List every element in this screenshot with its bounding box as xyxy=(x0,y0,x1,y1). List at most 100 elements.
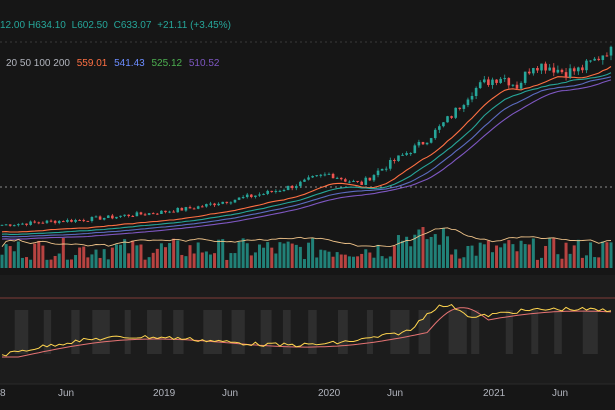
volume-bar xyxy=(249,255,253,268)
volume-bar xyxy=(302,259,306,268)
volume-bar xyxy=(388,256,392,268)
volume-bar xyxy=(462,257,466,268)
candle-body xyxy=(368,177,372,181)
volume-bar xyxy=(53,255,57,268)
candle-body xyxy=(135,212,139,217)
volume-bar xyxy=(241,238,245,268)
candle-body xyxy=(458,107,462,109)
volume-bar xyxy=(535,259,539,268)
candle-body xyxy=(303,179,306,182)
high-label: H xyxy=(28,20,36,31)
candle-body xyxy=(233,199,237,203)
volume-bar xyxy=(593,257,597,268)
volume-bar xyxy=(257,244,261,268)
x-axis-label: Jun xyxy=(552,388,569,399)
candle-body xyxy=(74,219,77,222)
candle-body xyxy=(78,219,81,221)
oscillator-band xyxy=(147,310,162,354)
candle-body xyxy=(380,168,384,171)
volume-bar xyxy=(69,259,73,268)
volume-bar xyxy=(519,240,523,268)
volume-bar xyxy=(307,242,311,268)
volume-bar xyxy=(57,253,61,268)
candle-body xyxy=(311,176,314,178)
volume-bar xyxy=(233,253,237,268)
volume-bar xyxy=(253,252,257,268)
candle-body xyxy=(21,223,24,225)
ma200-value: 510.52 xyxy=(188,58,220,69)
candle-body xyxy=(348,181,351,183)
candle-body xyxy=(8,224,12,226)
volume-bar xyxy=(433,234,437,268)
volume-bar xyxy=(347,256,351,268)
volume-bar xyxy=(119,244,123,268)
volume-bars xyxy=(0,227,613,268)
volume-bar xyxy=(576,239,580,268)
volume-bar xyxy=(90,254,94,268)
candle-body xyxy=(98,216,102,220)
candle-body xyxy=(515,84,519,89)
volume-bar xyxy=(584,255,588,268)
candle-body xyxy=(4,224,8,226)
candle-body xyxy=(200,206,204,208)
candle-body xyxy=(270,190,274,192)
volume-bar xyxy=(25,257,29,268)
volume-bar xyxy=(339,254,343,268)
candle-body xyxy=(409,153,413,155)
volume-bar xyxy=(376,244,380,268)
candle-body xyxy=(532,68,535,74)
volume-bar xyxy=(360,253,364,268)
volume-bar xyxy=(131,240,135,268)
candle-body xyxy=(53,220,57,223)
candle-body xyxy=(25,223,28,225)
candle-body xyxy=(49,220,53,222)
volume-bar xyxy=(589,242,593,268)
moving-average-legend: 20 50 100 200 559.01 541.43 525.12 510.5… xyxy=(6,58,223,69)
volume-bar xyxy=(213,253,217,268)
oscillator-bands xyxy=(14,310,598,354)
oscillator-band xyxy=(448,310,467,354)
volume-bar xyxy=(470,245,474,268)
ma20-value: 559.01 xyxy=(76,58,108,69)
volume-bar xyxy=(151,252,155,268)
candle-body xyxy=(470,95,474,100)
volume-bar xyxy=(49,259,53,268)
candle-body xyxy=(609,46,613,56)
volume-bar xyxy=(478,242,482,268)
candle-body xyxy=(127,214,131,216)
volume-bar xyxy=(564,242,568,268)
oscillator-band xyxy=(471,310,480,354)
volume-bar xyxy=(274,253,278,268)
volume-bar xyxy=(102,249,106,268)
volume-bar xyxy=(609,242,613,268)
volume-bar xyxy=(450,254,454,268)
x-axis-label: Jun xyxy=(222,388,239,399)
candle-body xyxy=(319,174,323,176)
candle-body xyxy=(176,207,180,213)
volume-bar xyxy=(343,254,347,268)
volume-bar xyxy=(147,257,151,268)
candle-body xyxy=(274,190,278,192)
candle-body xyxy=(119,215,122,217)
volume-bar xyxy=(74,255,78,268)
oscillator-band xyxy=(173,310,184,354)
volume-bar xyxy=(319,249,323,268)
candle-body xyxy=(487,79,490,85)
candle-body xyxy=(560,69,564,73)
volume-bar xyxy=(352,256,356,268)
candle-body xyxy=(548,67,551,71)
volume-bar xyxy=(65,259,69,268)
volume-bar xyxy=(188,245,192,268)
volume-bar xyxy=(601,241,605,268)
oscillator-band xyxy=(43,310,52,354)
candle-body xyxy=(372,175,376,181)
oscillator-band xyxy=(505,310,513,354)
volume-bar xyxy=(127,253,131,268)
volume-bar xyxy=(184,256,188,268)
volume-bar xyxy=(380,256,384,268)
volume-bar xyxy=(294,244,298,268)
oscillator-band xyxy=(260,310,272,354)
candle-body xyxy=(315,175,319,177)
candle-body xyxy=(254,195,257,198)
